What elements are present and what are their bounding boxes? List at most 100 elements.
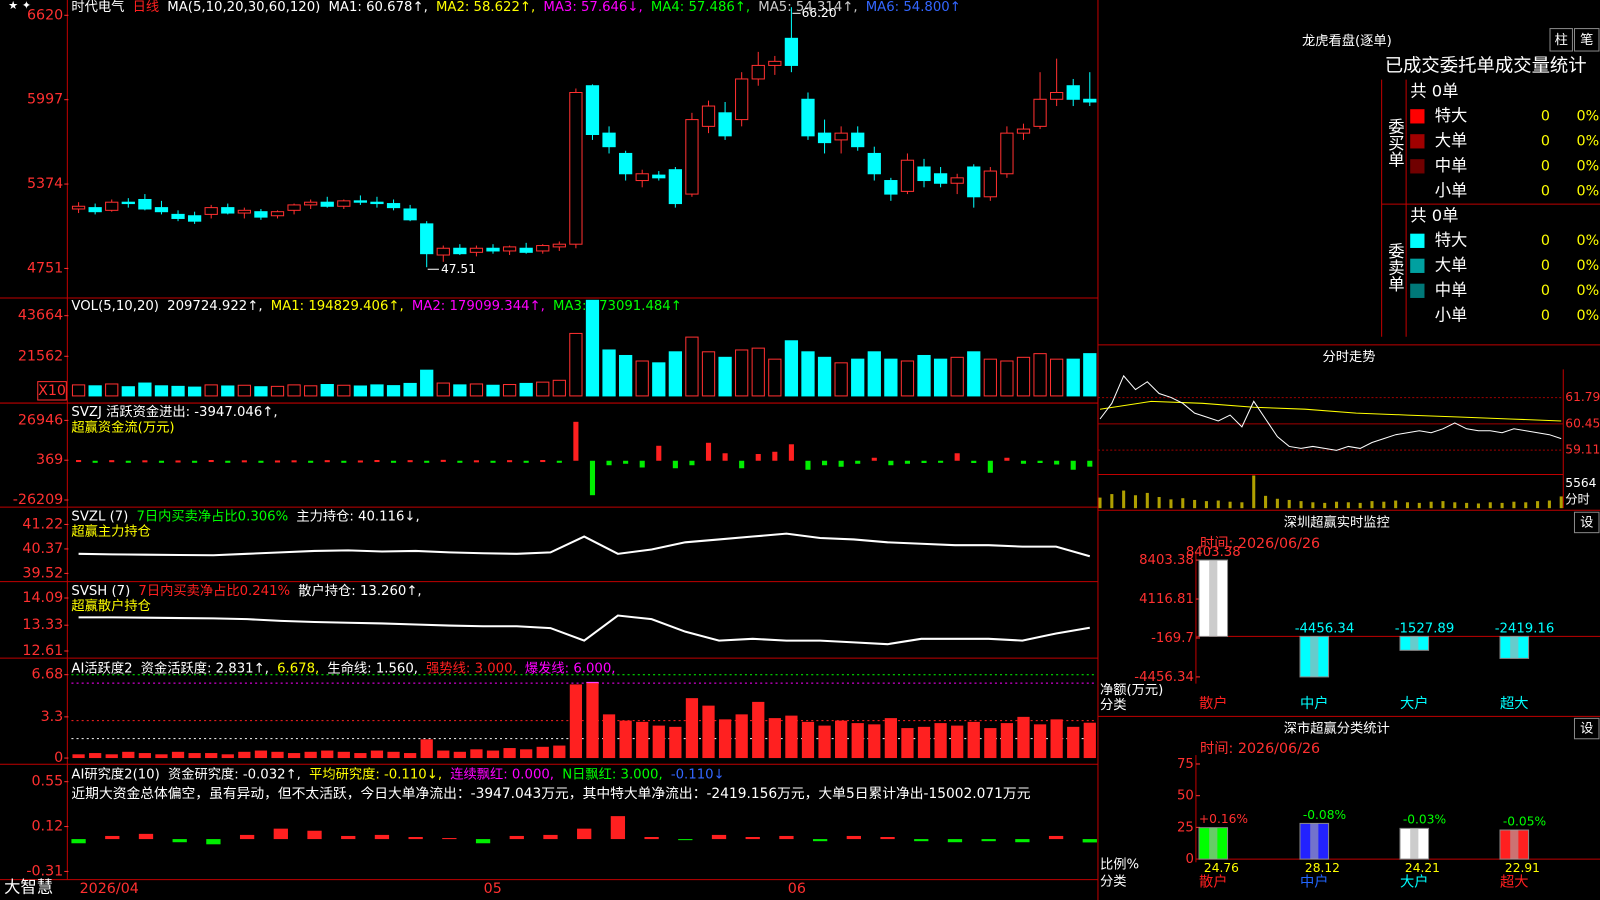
candle-body <box>718 112 732 137</box>
intraday-vol-bar <box>1181 498 1185 509</box>
activity-bar <box>1033 724 1047 759</box>
volume-bar <box>618 354 633 397</box>
settings-button[interactable] <box>1573 511 1600 534</box>
tab-button-label[interactable]: 柱 <box>1555 32 1568 48</box>
axis-label: 净额(万元) <box>1100 682 1163 698</box>
activity-bar <box>171 751 185 759</box>
header-segment: 资金活跃度: 2.831↑, <box>141 660 269 676</box>
flow-bar <box>357 460 363 463</box>
volume-bar <box>817 356 832 397</box>
intraday-vol-bar <box>1417 502 1421 509</box>
volume-bar <box>121 386 135 397</box>
intraday-vol-bar <box>1169 499 1173 509</box>
candle-body <box>270 211 285 217</box>
y-tick-label: 5997 <box>27 92 63 108</box>
flow-bar <box>374 460 380 463</box>
star-icon: ★ ✦ <box>8 0 31 12</box>
intraday-vol-bar <box>1311 502 1315 509</box>
panel-subtitle: 超赢主力持仓 <box>71 523 151 540</box>
intraday-title: 分时走势 <box>1322 349 1375 365</box>
header-segment: MA1: 194829.406↑, <box>271 299 404 314</box>
intraday-vol-bar <box>1536 501 1540 509</box>
activity-bar <box>636 721 649 759</box>
flow-bar <box>109 460 115 463</box>
holding-line <box>78 614 1090 646</box>
y-tick-label: 0 <box>1185 852 1193 867</box>
panel-subtitle: 超赢散户持仓 <box>71 597 151 614</box>
candle-body <box>851 132 865 148</box>
activity-bar <box>304 751 317 759</box>
candle-body <box>403 208 417 221</box>
volume-bar <box>884 358 898 397</box>
candle-body <box>221 207 235 214</box>
volume-bar <box>138 382 152 397</box>
volume-bar <box>950 356 964 397</box>
bar-shade <box>1310 636 1319 677</box>
volume-bar <box>602 349 616 397</box>
color-swatch <box>1410 184 1425 199</box>
row-name: 中单 <box>1435 280 1468 299</box>
settings-button-label[interactable]: 设 <box>1580 514 1593 530</box>
activity-bar <box>188 753 201 759</box>
candle-body <box>652 174 666 179</box>
candle-body <box>254 211 268 218</box>
row-pct: 0% <box>1577 133 1600 149</box>
monitor-title: 深圳超赢实时监控 <box>1284 513 1390 530</box>
color-swatch <box>1410 134 1425 149</box>
volume-bar <box>304 385 318 397</box>
tab-button-label[interactable]: 笔 <box>1580 32 1593 48</box>
y-tick-label: 8403.38 <box>1139 553 1194 568</box>
activity-burst <box>586 681 599 684</box>
intraday-vol-bar <box>1346 502 1350 509</box>
settings-button-label[interactable]: 设 <box>1580 721 1593 737</box>
intraday-vol-bar <box>1110 494 1114 509</box>
intraday-vol-bar <box>1287 499 1291 509</box>
activity-bar <box>785 715 798 759</box>
volume-bar <box>768 358 782 397</box>
flow-bar <box>507 460 513 463</box>
candle-body <box>1016 128 1031 134</box>
candle-body <box>436 247 450 256</box>
value-label: -4456.34 <box>1295 621 1355 636</box>
volume-bar <box>585 299 600 397</box>
candle-body <box>834 132 848 141</box>
bar-shade <box>1209 827 1218 860</box>
activity-bar <box>453 751 466 759</box>
candle-body <box>967 166 981 198</box>
flow-bar <box>125 460 131 463</box>
activity-bar <box>105 754 118 759</box>
intraday-vol-bar <box>1453 502 1457 509</box>
activity-bar <box>951 725 964 759</box>
y-tick-label: 40.37 <box>22 541 63 557</box>
flow-bar <box>308 460 314 463</box>
candle-body <box>1066 85 1080 100</box>
volume-bar <box>668 351 682 397</box>
activity-bar <box>337 751 350 759</box>
volume-bar <box>320 384 334 397</box>
intraday-vol-bar <box>1358 502 1362 509</box>
research-bar <box>172 839 187 843</box>
flow-bar <box>672 460 678 469</box>
y-tick-label: 6.68 <box>31 667 63 683</box>
header-segment: MA1: 60.678↑, <box>329 0 428 15</box>
tab-button[interactable] <box>1573 28 1600 52</box>
settings-button[interactable] <box>1573 717 1600 740</box>
panel-header: AI研究度2(10) 资金研究度: -0.032↑, 平均研究度: -0.110↓,… <box>71 766 724 782</box>
flow-bar <box>1037 460 1043 464</box>
activity-bar <box>486 750 500 759</box>
brand: 大智慧 <box>4 877 53 896</box>
research-bar <box>577 828 592 840</box>
flow-bar <box>457 460 463 463</box>
flow-bar <box>274 460 281 463</box>
volume-bar <box>287 384 301 397</box>
volume-bar <box>701 351 716 397</box>
flow-bar <box>987 460 993 473</box>
candle-body <box>386 203 401 209</box>
value-label: -2419.16 <box>1495 621 1555 636</box>
flow-bar <box>623 460 629 464</box>
intraday-vol-unit: 分时 <box>1565 493 1589 507</box>
panel-subtitle: 超赢资金流(万元) <box>71 419 174 436</box>
tab-button[interactable] <box>1549 28 1573 52</box>
research-bar <box>105 835 120 840</box>
